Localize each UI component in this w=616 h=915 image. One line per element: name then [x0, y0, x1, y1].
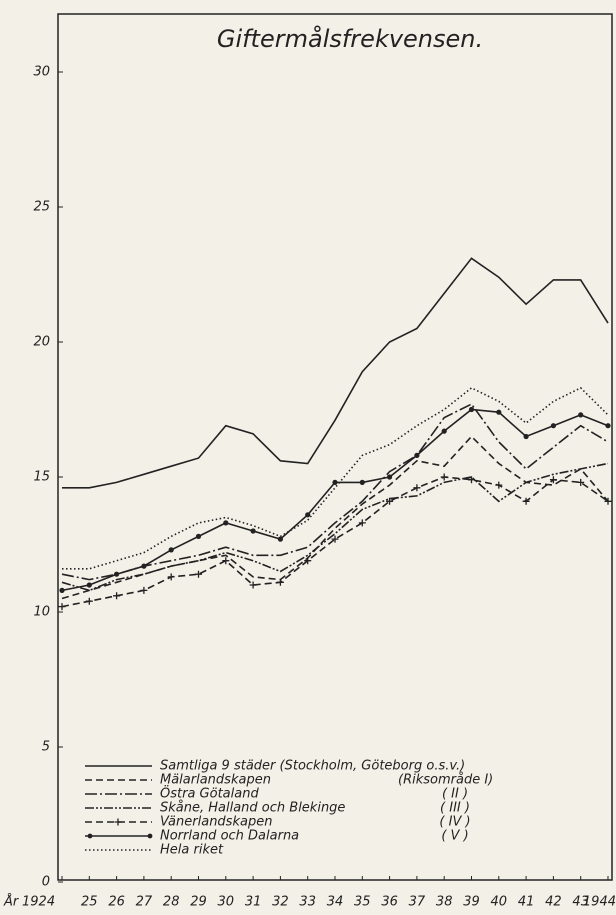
marker	[605, 423, 611, 429]
marker	[523, 433, 529, 440]
marker	[222, 557, 230, 565]
marker	[549, 476, 557, 484]
marker	[305, 512, 311, 518]
y-tick-label: 30	[33, 65, 50, 80]
x-tick-label: 30	[218, 895, 235, 910]
x-tick-label: 37	[409, 895, 426, 910]
marker	[496, 409, 502, 415]
marker	[495, 481, 503, 489]
x-tick-label: 38	[436, 895, 453, 910]
marker	[332, 479, 338, 485]
legend-annotation: (Riksområde I)	[398, 773, 493, 788]
series-line	[61, 476, 609, 608]
legend-annotation: ( II )	[442, 787, 468, 802]
series-line	[61, 462, 609, 592]
legend-annotation: ( III )	[440, 801, 470, 816]
legend-label: Mälarlandskapen	[160, 773, 271, 788]
x-axis-label: År	[3, 894, 20, 910]
x-tick-label: 33	[299, 895, 316, 910]
marker	[276, 578, 284, 586]
x-tick-label: 41	[518, 895, 535, 910]
marker	[386, 497, 394, 505]
chart-title: Giftermålsfrekvensen.	[217, 24, 483, 53]
marker	[195, 533, 202, 540]
legend-label: Hela riket	[160, 843, 224, 858]
x-tick-label: 1924	[22, 895, 55, 910]
series-line	[62, 257, 609, 489]
marker	[113, 592, 121, 600]
x-tick-label: 27	[136, 895, 153, 910]
marker	[604, 497, 612, 505]
marker	[413, 484, 421, 492]
marker	[468, 476, 475, 484]
marker	[58, 603, 66, 611]
legend-marker	[147, 833, 153, 839]
legend-label: Östra Götaland	[160, 785, 259, 802]
plot-frame	[57, 13, 613, 881]
legend-label: Skåne, Halland och Blekinge	[160, 801, 345, 816]
marker	[168, 547, 174, 553]
legend-marker	[114, 818, 122, 826]
series-line	[61, 403, 609, 581]
marker	[141, 563, 147, 569]
legend-label: Samtliga 9 städer (Stockholm, Göteborg o…	[160, 759, 465, 774]
y-tick-label: 0	[42, 875, 50, 890]
x-tick-label: 35	[354, 895, 371, 910]
x-tick-label: 34	[327, 895, 344, 910]
legend-label: Norrland och Dalarna	[160, 829, 299, 844]
x-tick-label: 29	[190, 895, 207, 910]
legend-annotation: ( V )	[441, 829, 468, 844]
y-tick-label: 25	[33, 200, 50, 215]
marker	[468, 406, 475, 413]
x-tick-label: 43	[572, 895, 589, 910]
marker	[358, 519, 366, 527]
marker	[578, 412, 584, 418]
marker	[59, 587, 65, 594]
marker	[277, 536, 283, 542]
x-tick-label: 1944	[583, 895, 616, 910]
marker	[195, 570, 202, 578]
marker	[414, 452, 420, 458]
marker	[114, 571, 120, 577]
marker	[250, 528, 256, 534]
marker	[441, 428, 447, 434]
legend-annotation: ( IV )	[439, 815, 470, 830]
y-tick-label: 10	[33, 605, 50, 620]
marker	[359, 479, 365, 485]
x-tick-label: 31	[245, 895, 262, 910]
x-tick-label: 28	[163, 895, 180, 910]
x-tick-label: 25	[81, 895, 98, 910]
marker	[577, 478, 585, 486]
marker	[440, 473, 448, 481]
x-tick-label: 40	[491, 895, 508, 910]
marker	[331, 535, 339, 543]
x-tick-label: 36	[381, 895, 398, 910]
marker	[550, 423, 557, 429]
marker	[86, 582, 92, 588]
y-tick-label: 5	[42, 740, 50, 755]
x-tick-label: 39	[463, 895, 480, 910]
marker	[223, 520, 229, 526]
y-tick-label: 15	[33, 470, 50, 485]
marker	[167, 573, 175, 581]
marker	[387, 474, 393, 480]
marker	[249, 581, 257, 589]
legend-label: Vänerlandskapen	[160, 815, 272, 830]
marker	[522, 497, 530, 505]
series-line	[61, 435, 609, 600]
x-tick-label: 26	[108, 895, 125, 910]
x-tick-label: 42	[545, 895, 562, 910]
legend-marker	[87, 833, 93, 839]
x-tick-label: 32	[272, 895, 289, 910]
y-tick-label: 20	[33, 335, 50, 350]
marker	[140, 586, 148, 594]
marker	[85, 597, 93, 605]
marker	[304, 557, 312, 565]
